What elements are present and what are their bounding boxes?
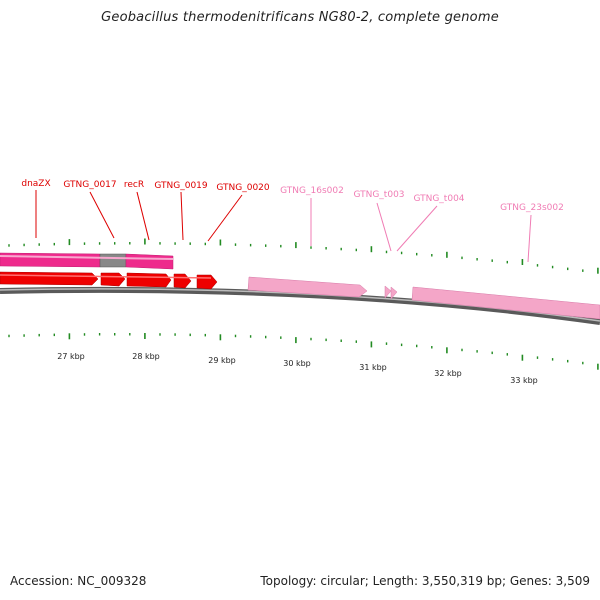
rna-track — [247, 276, 600, 320]
scale-label-27kbp: 27 kbp — [57, 352, 85, 361]
gene-bar-magenta-1 — [0, 252, 101, 268]
topology-text: Topology: circular; Length: 3,550,319 bp… — [260, 574, 590, 588]
gene-label-GTNG_0019: GTNG_0019 — [154, 181, 208, 191]
cds-arrow-GTNG_0017 — [100, 272, 126, 287]
tick-track-bottom — [8, 333, 599, 370]
scale-label-30kbp: 30 kbp — [283, 359, 311, 368]
cds-arrow-dnaZX — [0, 271, 99, 286]
cds-arrow-recR — [126, 272, 172, 288]
leader-recR — [136, 191, 150, 241]
gene-bar-magenta-2 — [125, 253, 174, 270]
genome-backbone — [0, 286, 600, 325]
label-leaders — [35, 190, 532, 263]
gene-track-top — [0, 252, 174, 270]
accession-text: Accession: NC_009328 — [10, 574, 147, 588]
gene-label-GTNG_16s002: GTNG_16s002 — [280, 186, 344, 196]
gene-label-GTNG_0020: GTNG_0020 — [216, 183, 270, 193]
cds-arrow-GTNG_0019 — [173, 273, 192, 289]
scale-label-29kbp: 29 kbp — [208, 356, 236, 365]
leader-GTNG_23s002 — [527, 214, 532, 263]
tick-track-top — [8, 238, 599, 274]
leader-GTNG_0019 — [180, 191, 184, 241]
rna-arrow-GTNG_t003 — [384, 285, 392, 299]
leader-GTNG_t003 — [376, 202, 392, 252]
leader-GTNG_t004 — [396, 205, 438, 252]
rna-arrow-GTNG_23s002 — [411, 286, 600, 320]
gene-label-GTNG_23s002: GTNG_23s002 — [500, 203, 564, 213]
cds-track — [0, 271, 218, 290]
rna-arrow-GTNG_t004 — [390, 286, 398, 300]
map-title: Geobacillus thermodenitrificans NG80-2, … — [101, 10, 499, 25]
scale-label-31kbp: 31 kbp — [359, 363, 387, 372]
scale-labels: 27 kbp 28 kbp 29 kbp 30 kbp 31 kbp 32 kb… — [57, 352, 538, 385]
scale-label-33kbp: 33 kbp — [510, 376, 538, 385]
gene-labels: dnaZX GTNG_0017 recR GTNG_0019 GTNG_0020… — [21, 179, 563, 213]
scale-label-28kbp: 28 kbp — [132, 352, 160, 361]
gene-bar-highlight — [0, 255, 174, 260]
leader-GTNG_0017 — [89, 191, 115, 239]
scale-label-32kbp: 32 kbp — [434, 369, 462, 378]
gene-label-GTNG_t003: GTNG_t003 — [353, 190, 404, 200]
gene-bar-gray — [99, 253, 127, 268]
gene-label-recR: recR — [124, 180, 144, 190]
leader-GTNG_0020 — [207, 194, 243, 242]
gene-label-GTNG_0017: GTNG_0017 — [63, 180, 116, 190]
cds-highlight — [0, 274, 212, 279]
gene-label-GTNG_t004: GTNG_t004 — [413, 194, 464, 204]
rna-arrow-GTNG_16s002 — [247, 276, 368, 298]
gene-label-dnaZX: dnaZX — [21, 179, 50, 189]
